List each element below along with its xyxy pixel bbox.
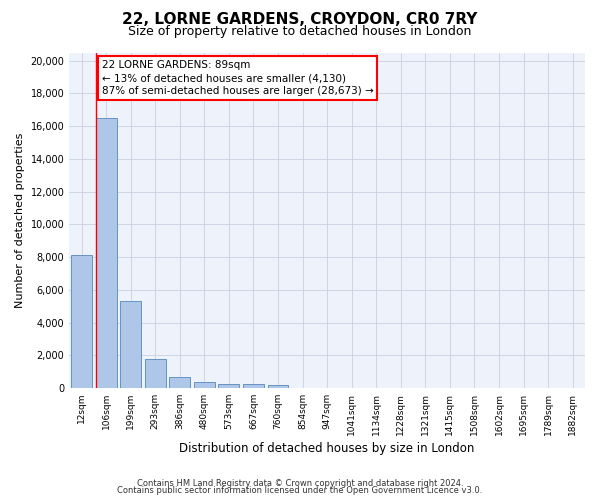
Bar [120, 302, 141, 388]
Bar [268, 385, 289, 388]
Text: 22, LORNE GARDENS, CROYDON, CR0 7RY: 22, LORNE GARDENS, CROYDON, CR0 7RY [122, 12, 478, 28]
Bar [218, 384, 239, 388]
Bar [194, 382, 215, 388]
Text: Contains HM Land Registry data © Crown copyright and database right 2024.: Contains HM Land Registry data © Crown c… [137, 478, 463, 488]
Bar [71, 256, 92, 388]
Bar [243, 384, 264, 388]
Y-axis label: Number of detached properties: Number of detached properties [15, 132, 25, 308]
Text: Contains public sector information licensed under the Open Government Licence v3: Contains public sector information licen… [118, 486, 482, 495]
Bar [95, 118, 116, 388]
Text: Size of property relative to detached houses in London: Size of property relative to detached ho… [128, 25, 472, 38]
X-axis label: Distribution of detached houses by size in London: Distribution of detached houses by size … [179, 442, 475, 455]
Bar [169, 378, 190, 388]
Text: 22 LORNE GARDENS: 89sqm
← 13% of detached houses are smaller (4,130)
87% of semi: 22 LORNE GARDENS: 89sqm ← 13% of detache… [102, 60, 374, 96]
Bar [145, 358, 166, 388]
